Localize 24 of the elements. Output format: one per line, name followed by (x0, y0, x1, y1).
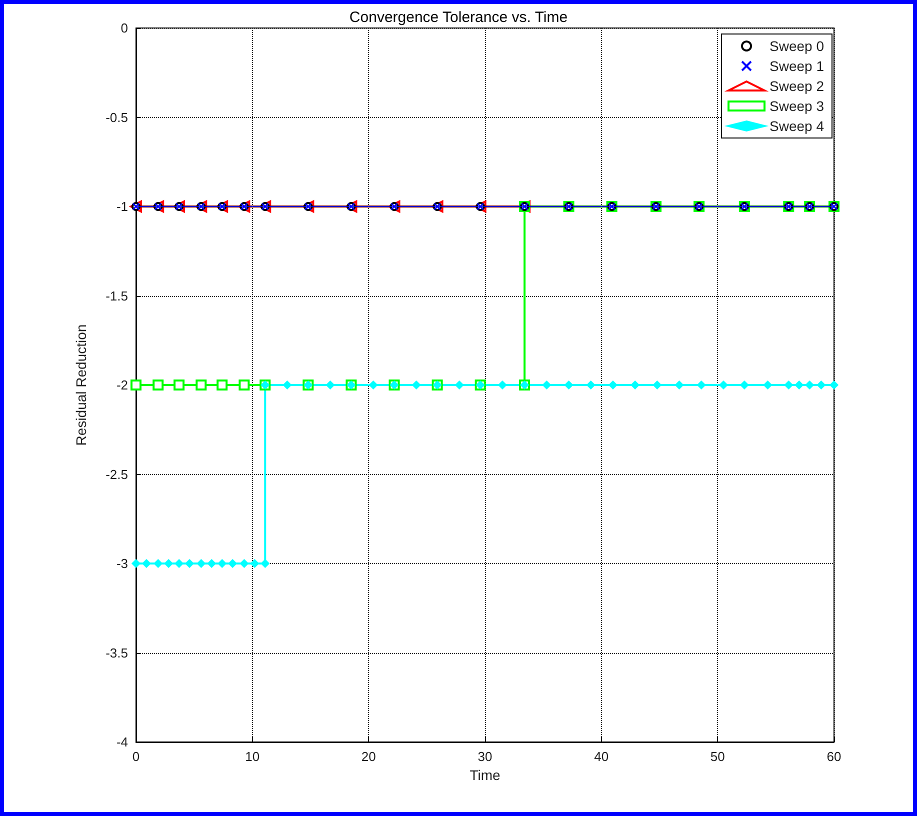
y-tick-label: 0 (120, 20, 128, 36)
x-tick-label: 0 (132, 749, 140, 764)
y-axis-title: Residual Reduction (73, 324, 89, 446)
legend-label: Sweep 2 (770, 78, 824, 94)
y-tick-label: -2 (116, 378, 128, 392)
x-tick-label: 40 (594, 749, 609, 764)
y-tick-label: -1.5 (106, 288, 128, 304)
x-axis-title: Time (470, 767, 501, 783)
y-tick-label: -3 (116, 556, 128, 571)
chart-title: Convergence Tolerance vs. Time (349, 9, 568, 26)
y-tick-label: -1 (116, 199, 128, 214)
y-tick-label: -0.5 (106, 110, 128, 125)
x-tick-label: 60 (826, 749, 842, 764)
x-tick-label: 50 (710, 749, 725, 764)
y-tick-label: -2.5 (106, 466, 128, 482)
x-tick-label: 10 (245, 749, 260, 764)
x-tick-label: 20 (361, 749, 376, 764)
y-tick-label: -4 (116, 734, 128, 750)
x-tick-label: 30 (478, 749, 492, 764)
legend-label: Sweep 1 (770, 58, 824, 74)
legend-label: Sweep 0 (770, 38, 824, 54)
legend-label: Sweep 3 (770, 98, 824, 114)
legend-label: Sweep 4 (770, 118, 824, 134)
y-tick-label: -3.5 (106, 645, 128, 660)
